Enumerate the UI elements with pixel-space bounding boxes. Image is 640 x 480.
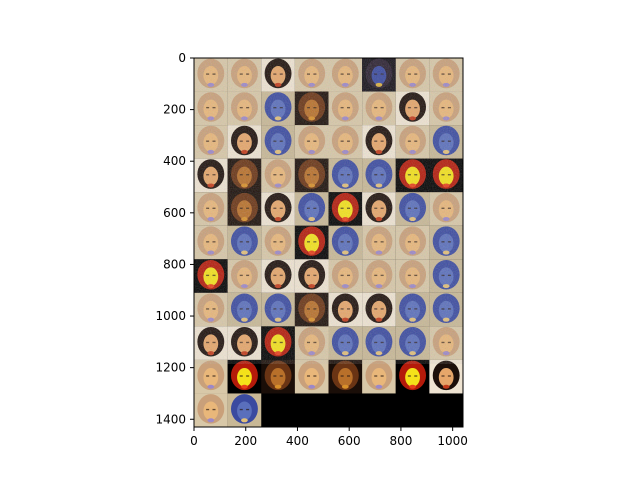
image-tile — [194, 393, 228, 427]
y-tick-label: 400 — [163, 154, 186, 168]
x-tick-label: 0 — [190, 434, 198, 448]
y-tick-label: 600 — [163, 206, 186, 220]
y-tick-label: 1000 — [155, 309, 186, 323]
y-tick-label: 200 — [163, 103, 186, 117]
noise-overlay — [194, 58, 463, 364]
image-tile — [261, 359, 295, 394]
image-tile — [227, 359, 262, 394]
x-axis: 0 200 400 600 800 1000 — [190, 427, 468, 448]
image-tile — [362, 359, 396, 394]
image-tile — [294, 359, 329, 394]
image-tile — [227, 393, 262, 427]
image-tile — [194, 359, 228, 394]
axes-frame — [193, 57, 464, 428]
x-tick-label: 400 — [286, 434, 309, 448]
y-tick-label: 1200 — [155, 361, 186, 375]
y-tick-label: 0 — [178, 51, 186, 65]
y-axis: 0 200 400 600 800 1000 1200 1400 — [155, 51, 194, 426]
x-tick-label: 600 — [338, 434, 361, 448]
image-tile — [429, 359, 463, 394]
image-tile — [328, 359, 363, 394]
y-tick-label: 1400 — [155, 412, 186, 426]
x-tick-label: 1000 — [437, 434, 468, 448]
x-tick-label: 800 — [389, 434, 412, 448]
image-tile — [395, 359, 430, 394]
x-tick-label: 200 — [234, 434, 257, 448]
y-tick-label: 800 — [163, 257, 186, 271]
